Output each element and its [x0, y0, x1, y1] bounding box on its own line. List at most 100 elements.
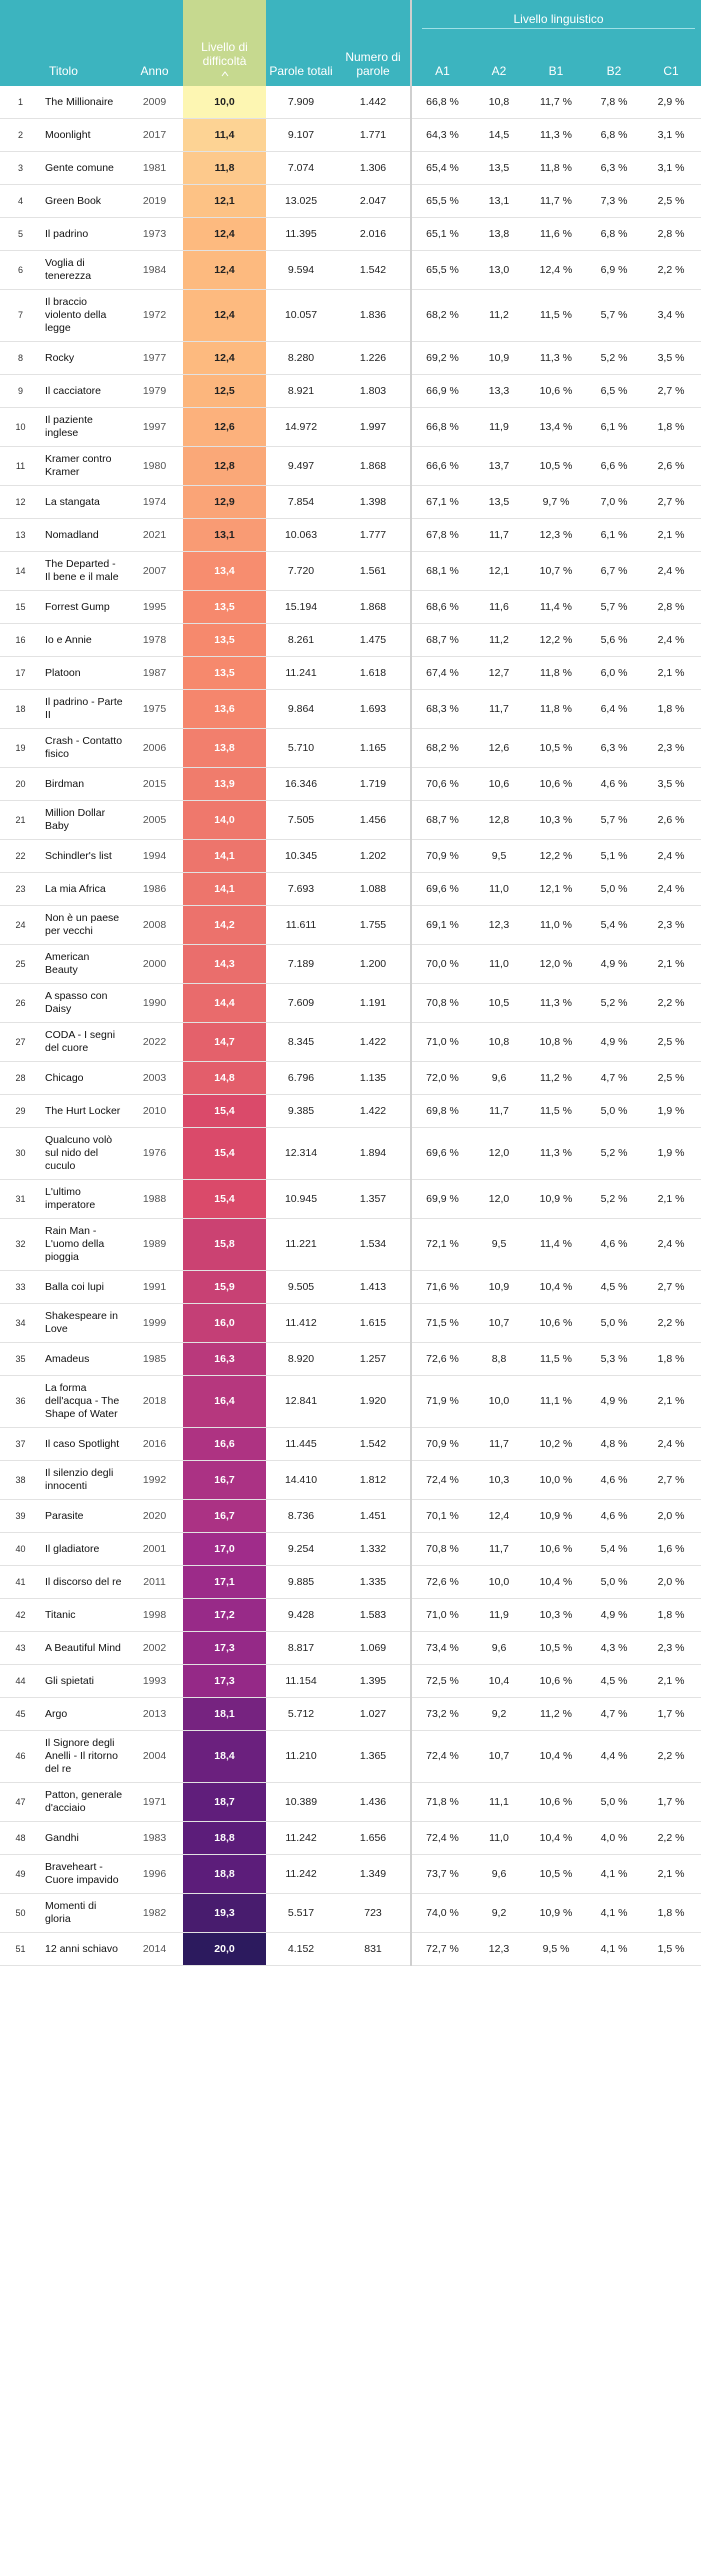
table-cell: 5 — [0, 217, 41, 251]
table-cell: 42 — [0, 1598, 41, 1632]
table-cell: 1.920 — [336, 1375, 412, 1428]
table-cell: 5,0 % — [587, 872, 641, 906]
table-cell: 2,9 % — [641, 86, 701, 119]
table-cell: 11,7 — [473, 518, 525, 552]
table-cell: 48 — [0, 1821, 41, 1855]
table-cell: 11,0 % — [525, 905, 587, 945]
table-cell: 2,2 % — [641, 1730, 701, 1783]
table-cell: 5,1 % — [587, 839, 641, 873]
table-cell: 11,3 % — [525, 983, 587, 1023]
table-cell: 2,4 % — [641, 623, 701, 657]
table-cell: 1.349 — [336, 1854, 412, 1894]
table-cell: 1.306 — [336, 151, 412, 185]
table-cell: 11.221 — [266, 1218, 336, 1271]
table-cell: 9.254 — [266, 1532, 336, 1566]
table-cell: 10,7 — [473, 1730, 525, 1783]
table-cell: 11 — [0, 446, 41, 486]
table-cell: 2,1 % — [641, 656, 701, 690]
table-cell: 10,4 % — [525, 1821, 587, 1855]
table-row: 13 Nomadland 2021 13,1 10.063 1.777 67,8 % 11,7… — [0, 518, 701, 552]
table-cell: 11.210 — [266, 1730, 336, 1783]
difficulty-cell: 16,7 — [183, 1460, 266, 1500]
sort-icon[interactable] — [220, 70, 230, 78]
table-cell: 1.398 — [336, 485, 412, 519]
table-cell: 11,4 % — [525, 590, 587, 624]
group-label: Livello linguistico — [422, 12, 696, 29]
difficulty-cell: 17,1 — [183, 1565, 266, 1599]
table-cell: 10,0 — [473, 1565, 525, 1599]
table-cell: 12,0 — [473, 1179, 525, 1219]
table-cell: 6,5 % — [587, 374, 641, 408]
table-cell: 1985 — [126, 1342, 183, 1376]
table-cell: 10,5 % — [525, 446, 587, 486]
table-cell: 4,5 % — [587, 1270, 641, 1304]
table-cell: 12,4 — [473, 1499, 525, 1533]
difficulty-cell: 18,7 — [183, 1782, 266, 1822]
table-cell: 1.027 — [336, 1697, 412, 1731]
table-cell: 2,8 % — [641, 217, 701, 251]
table-cell: 70,6 % — [411, 767, 473, 801]
table-row: 34 Shakespeare in Love 1999 16,0 11.412 1.615… — [0, 1303, 701, 1343]
table-cell: 70,1 % — [411, 1499, 473, 1533]
table-cell: 2,0 % — [641, 1499, 701, 1533]
table-cell: 1.413 — [336, 1270, 412, 1304]
table-cell: 6,9 % — [587, 250, 641, 290]
table-cell: 2005 — [126, 800, 183, 840]
table-cell: 1989 — [126, 1218, 183, 1271]
difficulty-cell: 16,7 — [183, 1499, 266, 1533]
table-cell: Patton, generale d'acciaio — [41, 1782, 126, 1822]
table-cell: La mia Africa — [41, 872, 126, 906]
table-cell: 7.720 — [266, 551, 336, 591]
table-cell: 1.771 — [336, 118, 412, 152]
table-cell: 11.154 — [266, 1664, 336, 1698]
table-cell: 2,4 % — [641, 872, 701, 906]
table-cell: 12,0 — [473, 1127, 525, 1180]
table-cell: Chicago — [41, 1061, 126, 1095]
table-cell: 20 — [0, 767, 41, 801]
table-cell: 2016 — [126, 1427, 183, 1461]
table-cell: 12,1 — [473, 551, 525, 591]
difficulty-cell: 13,1 — [183, 518, 266, 552]
table-row: 36 La forma dell'acqua - The Shape of Wat… — [0, 1375, 701, 1428]
table-cell: 34 — [0, 1303, 41, 1343]
table-cell: 2.016 — [336, 217, 412, 251]
table-row: 43 A Beautiful Mind 2002 17,3 8.817 1.069 73,4… — [0, 1631, 701, 1665]
table-cell: 7.609 — [266, 983, 336, 1023]
table-cell: 11,7 — [473, 1532, 525, 1566]
table-cell: 10,4 % — [525, 1270, 587, 1304]
table-cell: 3,4 % — [641, 289, 701, 342]
table-cell: 4,1 % — [587, 1893, 641, 1933]
table-cell: 2,4 % — [641, 1427, 701, 1461]
table-row: 35 Amadeus 1985 16,3 8.920 1.257 72,6 % 8,8 11,5… — [0, 1342, 701, 1376]
table-row: 45 Argo 2013 18,1 5.712 1.027 73,2 % 9,2 11,2 % 4… — [0, 1697, 701, 1731]
table-cell: 1998 — [126, 1598, 183, 1632]
table-cell: 7.854 — [266, 485, 336, 519]
table-cell: Qualcuno volò sul nido del cuculo — [41, 1127, 126, 1180]
table-cell: 13,3 — [473, 374, 525, 408]
table-cell: 25 — [0, 944, 41, 984]
table-cell: 6,4 % — [587, 689, 641, 729]
table-row: 17 Platoon 1987 13,5 11.241 1.618 67,4 % 12,7 11… — [0, 656, 701, 690]
column-header: Livello di difficoltà — [183, 40, 266, 86]
table-cell: 1.135 — [336, 1061, 412, 1095]
table-cell: 68,3 % — [411, 689, 473, 729]
table-body: 1 The Millionaire 2009 10,0 7.909 1.442 66,8 %… — [0, 86, 701, 1966]
table-cell: 9,2 — [473, 1893, 525, 1933]
table-cell: 9,5 — [473, 1218, 525, 1271]
table-cell: 2008 — [126, 905, 183, 945]
table-cell: 1995 — [126, 590, 183, 624]
table-cell: 1,8 % — [641, 407, 701, 447]
table-cell: Parasite — [41, 1499, 126, 1533]
table-cell: Schindler's list — [41, 839, 126, 873]
table-cell: 5,0 % — [587, 1303, 641, 1343]
table-cell: 2,6 % — [641, 800, 701, 840]
table-cell: 11,4 % — [525, 1218, 587, 1271]
table-cell: 69,2 % — [411, 341, 473, 375]
table-cell: Platoon — [41, 656, 126, 690]
table-cell: 5,3 % — [587, 1342, 641, 1376]
table-cell: Gandhi — [41, 1821, 126, 1855]
table-cell: 1.202 — [336, 839, 412, 873]
table-cell: 11.241 — [266, 656, 336, 690]
table-cell: 14,5 — [473, 118, 525, 152]
table-cell: 10.345 — [266, 839, 336, 873]
